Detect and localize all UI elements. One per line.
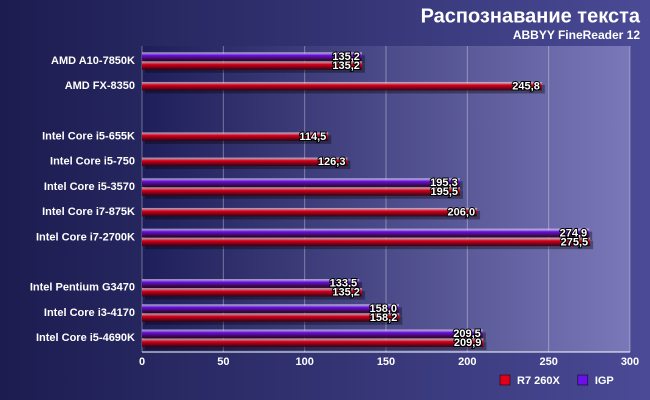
value-label: 206,0 xyxy=(448,207,476,219)
category-label: Intel Core i5-4690K xyxy=(36,332,135,344)
x-tick-label: 300 xyxy=(621,356,639,368)
bar xyxy=(142,81,542,91)
bar xyxy=(142,329,483,338)
value-label: 158,0 xyxy=(369,303,397,315)
value-label: 274,9 xyxy=(560,227,588,239)
bar xyxy=(142,288,362,297)
x-tick-label: 150 xyxy=(377,356,395,368)
value-label: 126,3 xyxy=(318,156,346,168)
value-label: 135,2 xyxy=(332,60,360,72)
value-label: 195,3 xyxy=(430,177,458,189)
bar xyxy=(142,207,478,217)
category-label: Intel Core i5-750 xyxy=(50,156,135,168)
chart-subtitle: ABBYY FineReader 12 xyxy=(513,28,640,42)
value-label: 133,5 xyxy=(330,278,358,290)
category-label: Intel Core i3-4170 xyxy=(44,307,135,319)
x-tick-label: 100 xyxy=(295,356,313,368)
bar xyxy=(142,187,461,196)
value-label: 195,5 xyxy=(430,186,458,198)
legend-swatch xyxy=(499,374,511,386)
bar xyxy=(142,132,329,141)
bar xyxy=(142,157,348,167)
x-tick-label: 50 xyxy=(217,356,229,368)
bar xyxy=(142,52,362,61)
category-label: Intel Pentium G3470 xyxy=(30,282,135,294)
value-label: 135,2 xyxy=(332,287,360,299)
legend-label: R7 260X xyxy=(517,375,560,387)
value-label: 209,5 xyxy=(453,328,481,340)
x-tick-label: 0 xyxy=(139,356,145,368)
category-label: AMD FX-8350 xyxy=(65,80,135,92)
category-label: Intel Core i7-875K xyxy=(42,206,135,218)
bar xyxy=(142,313,400,322)
value-label: 158,2 xyxy=(370,312,398,324)
x-tick-label: 200 xyxy=(458,356,476,368)
category-label: AMD A10-7850K xyxy=(51,55,135,67)
category-label: Intel Core i7-2700K xyxy=(36,231,135,243)
legend-swatch xyxy=(577,374,589,386)
bar xyxy=(142,279,360,288)
bar xyxy=(142,178,460,187)
value-label: 275,5 xyxy=(561,236,589,248)
plot-area xyxy=(142,46,630,352)
value-label: 114,5 xyxy=(299,131,326,143)
value-label: 245,8 xyxy=(512,81,540,93)
chart-title: Распознавание текста xyxy=(421,5,641,27)
bar xyxy=(142,237,591,247)
category-label: Intel Core i5-3570 xyxy=(44,181,135,193)
x-tick-label: 250 xyxy=(539,356,557,368)
legend-label: IGP xyxy=(595,375,614,387)
bar xyxy=(142,304,400,313)
value-label: 209,9 xyxy=(454,337,482,349)
bar xyxy=(142,338,484,347)
value-label: 135,2 xyxy=(332,51,360,63)
category-label: Intel Core i5-655K xyxy=(42,131,135,143)
bar xyxy=(142,61,362,70)
bar xyxy=(142,228,590,238)
